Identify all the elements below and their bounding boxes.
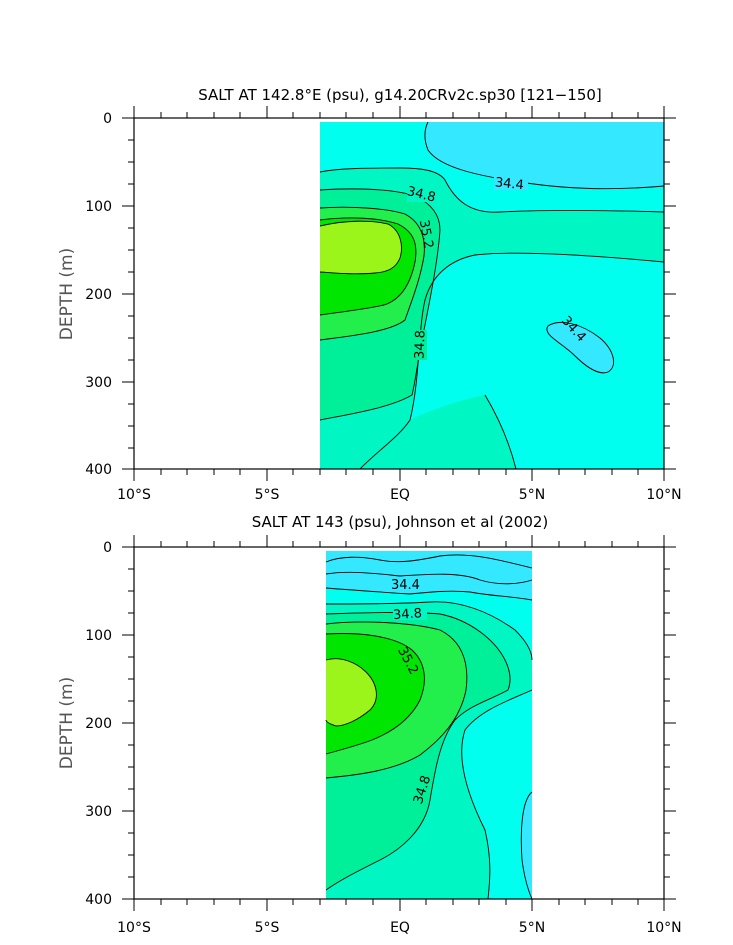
contour-line xyxy=(520,791,533,900)
contour-label: 34.4 xyxy=(391,578,420,593)
x-tick-label: 10°S xyxy=(117,920,151,936)
contour-label: 35.2 xyxy=(416,219,436,250)
fill-band-34.6-34.8 xyxy=(360,395,516,469)
contour-line xyxy=(325,571,533,585)
y-axis-label-top: DEPTH (m) xyxy=(57,248,77,340)
y-tick-label: 200 xyxy=(85,716,112,732)
contour-line xyxy=(325,601,533,661)
y-tick-label: 200 xyxy=(85,287,112,303)
contour-label: 34.4 xyxy=(494,175,524,193)
x-tick-label: 5°S xyxy=(255,487,280,503)
fill-band-gt-35.4 xyxy=(320,221,402,274)
contour-lines-bottom xyxy=(325,554,533,900)
panel-top: SALT AT 142.8°E (psu), g14.20CRv2c.sp30 … xyxy=(57,86,682,503)
fill-band-lt-34.4 xyxy=(521,792,532,899)
contour-line xyxy=(484,394,517,470)
y-tick-label: 400 xyxy=(85,892,112,908)
contour-line xyxy=(319,167,665,213)
x-tick-label: 10°N xyxy=(646,920,681,936)
fill-band-lt-34.4 xyxy=(326,551,532,600)
y-tick-label: 300 xyxy=(85,804,112,820)
y-tick-label: 100 xyxy=(85,199,112,215)
contour-line xyxy=(319,217,417,316)
contour-line xyxy=(424,121,665,190)
contour-line xyxy=(325,633,425,755)
x-tick-label: EQ xyxy=(390,920,410,936)
panel-bottom: SALT AT 143 (psu), Johnson et al (2002) xyxy=(57,513,682,936)
contour-line xyxy=(546,322,615,374)
y-tick-label: 0 xyxy=(103,540,112,556)
x-tick-label: 5°S xyxy=(255,920,280,936)
contour-labels-top: 34.4 34.8 35.2 34.8 34.4 xyxy=(405,175,589,360)
x-tick-label: 10°S xyxy=(117,487,151,503)
x-tick-label: 5°N xyxy=(519,487,545,503)
contour-label: 34.8 xyxy=(413,330,429,359)
contour-line xyxy=(325,587,533,601)
x-tick-label: 5°N xyxy=(519,920,545,936)
contour-line xyxy=(359,252,665,470)
chart-title-top: SALT AT 142.8°E (psu), g14.20CRv2c.sp30 … xyxy=(198,86,602,104)
axes-bottom xyxy=(122,535,676,911)
minor-ticks-top xyxy=(128,112,670,475)
fill-band-gt-35.4 xyxy=(326,658,377,726)
y-tick-labels-top: 0 100 200 300 400 xyxy=(85,111,112,478)
y-tick-label: 100 xyxy=(85,628,112,644)
fill-band-lt-34.4 xyxy=(546,322,614,373)
y-tick-labels-bottom: 0 100 200 300 400 xyxy=(85,540,112,908)
contour-line xyxy=(319,220,402,275)
plot-area-bottom: 34.4 34.8 35.2 34.8 xyxy=(133,546,665,900)
chart-title-bottom: SALT AT 143 (psu), Johnson et al (2002) xyxy=(252,513,549,531)
contour-line xyxy=(325,554,533,569)
minor-ticks-bottom xyxy=(128,541,670,905)
contour-line xyxy=(325,658,377,727)
y-tick-label: 300 xyxy=(85,375,112,391)
contour-line xyxy=(325,612,511,891)
contour-label: 34.8 xyxy=(405,184,437,206)
y-axis-label-bottom: DEPTH (m) xyxy=(57,677,77,769)
y-tick-label: 0 xyxy=(103,111,112,127)
y-tick-label: 400 xyxy=(85,462,112,478)
x-tick-label: EQ xyxy=(390,487,410,503)
contour-line xyxy=(319,188,441,421)
x-tick-labels-bottom: 10°S 5°S EQ 5°N 10°N xyxy=(117,920,682,936)
contour-label: 34.8 xyxy=(393,606,423,623)
contour-line xyxy=(325,621,468,779)
fill-band-lt-34.4 xyxy=(425,122,664,189)
plot-area-top: 34.4 34.8 35.2 34.8 34.4 xyxy=(133,117,665,470)
contour-line xyxy=(319,206,425,341)
x-tick-labels-top: 10°S 5°S EQ 5°N 10°N xyxy=(117,487,682,503)
contour-lines-top xyxy=(319,121,665,470)
contour-line xyxy=(461,689,533,900)
x-tick-label: 10°N xyxy=(646,487,681,503)
axes-top xyxy=(122,106,676,481)
